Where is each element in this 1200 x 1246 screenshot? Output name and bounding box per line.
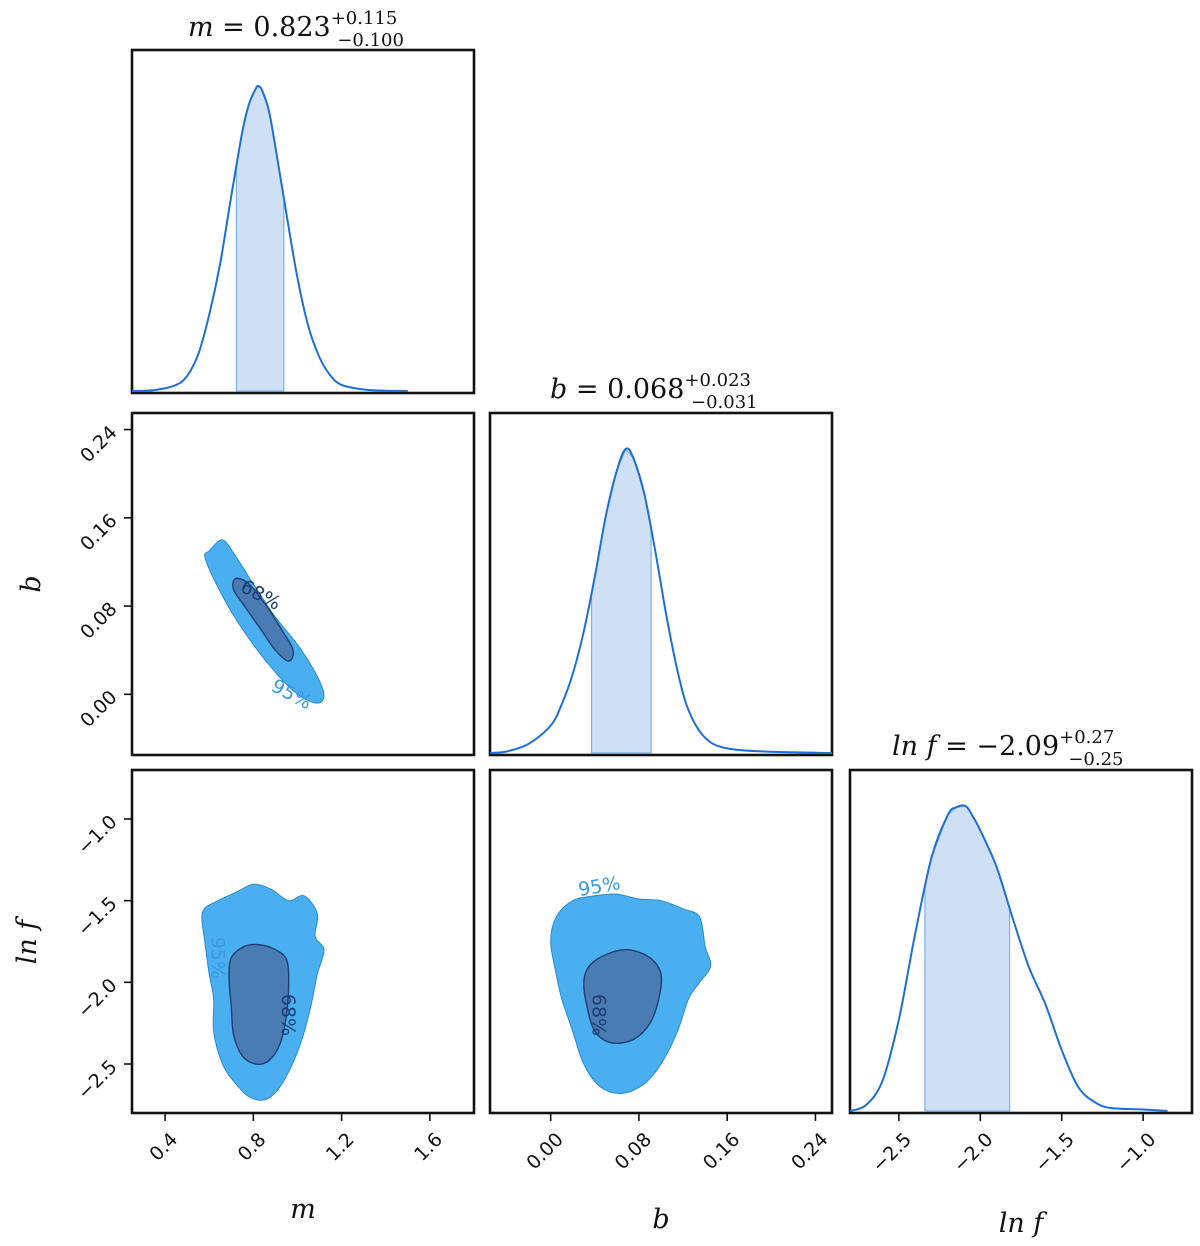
m-lnf-contour-68: [228, 943, 290, 1065]
panel-m-b-joint: [130, 411, 476, 757]
b-lnf-contour-68: [583, 948, 663, 1044]
title-b-minus: −0.031: [691, 392, 758, 413]
title-m: m = 0.823+0.115 −0.100: [188, 8, 404, 51]
b-credible-interval: [590, 449, 652, 754]
x-axis-label-m: m: [290, 1194, 316, 1225]
x-axis-label-b: b: [652, 1204, 669, 1235]
title-m-minus: −0.100: [337, 30, 404, 51]
y-tick-label-lnf: −1.5: [73, 893, 121, 941]
m-credible-interval: [235, 85, 285, 392]
title-lnf: ln f = −2.09+0.27 −0.25: [892, 727, 1123, 770]
title-lnf-plus: +0.27: [1059, 727, 1114, 748]
m-lnf-label-95: 95%: [206, 937, 228, 979]
title-m-prefix: m =: [188, 12, 253, 43]
y-tick-label-b: 0.24: [76, 422, 121, 467]
x-tick-label-b: 0.16: [699, 1129, 744, 1174]
m-b-contour-68: [232, 577, 295, 662]
x-tick-label-lnf: −2.5: [868, 1129, 916, 1177]
m-density-line: [131, 84, 408, 392]
m-b-contours: 95%68%: [204, 539, 325, 714]
lnf-marginal-curve: [849, 804, 1168, 1112]
title-lnf-prefix: ln f =: [892, 731, 976, 762]
title-b-value: 0.068: [607, 374, 684, 405]
lnf-density-line: [849, 804, 1168, 1112]
title-lnf-minus: −0.25: [1068, 749, 1123, 770]
panel-m-marginal: [130, 48, 476, 395]
panel-b-marginal: [488, 411, 834, 757]
x-tick-label-lnf: −1.0: [1112, 1129, 1160, 1177]
x-tick-label-m: 0.8: [234, 1129, 271, 1166]
title-b: b = 0.068+0.023 −0.031: [550, 370, 758, 413]
x-axis-label-lnf: ln f: [999, 1208, 1048, 1239]
y-axis-label-lnf: ln f: [12, 916, 43, 965]
x-tick-label-lnf: −2.0: [949, 1129, 997, 1177]
y-tick-label-b: 0.08: [76, 598, 121, 643]
y-axis-label-b: b: [16, 575, 47, 592]
title-m-plus: +0.115: [331, 8, 398, 29]
title-lnf-value: −2.09: [976, 731, 1059, 762]
b-lnf-label-68: 68%: [588, 994, 610, 1036]
b-lnf-contours: 95%68%: [550, 872, 712, 1094]
x-tick-label-b: 0.24: [787, 1129, 832, 1174]
x-tick-label-lnf: −1.5: [1031, 1129, 1079, 1177]
y-tick-label-lnf: −2.5: [73, 1056, 121, 1104]
x-tick-label-m: 1.2: [322, 1129, 359, 1166]
b-marginal-curve: [489, 447, 833, 754]
x-tick-label-b: 0.00: [522, 1129, 567, 1174]
b-density-line: [489, 447, 833, 754]
m-marginal-curve: [131, 84, 408, 392]
m-lnf-label-68: 68%: [277, 994, 299, 1036]
title-m-value: 0.823: [253, 12, 330, 43]
x-tick-label-m: 1.6: [410, 1129, 447, 1166]
y-tick-label-lnf: −2.0: [73, 974, 121, 1022]
panel-m-lnf-joint: [130, 768, 476, 1115]
y-tick-label-b: 0.00: [76, 686, 121, 731]
lnf-credible-interval: [924, 805, 1011, 1112]
y-tick-label-lnf: −1.0: [73, 811, 121, 859]
panel-b-lnf-joint: [488, 768, 834, 1115]
panel-lnf-marginal: [848, 768, 1194, 1115]
x-tick-label-m: 0.4: [145, 1129, 182, 1166]
y-tick-label-b: 0.16: [76, 510, 121, 555]
m-lnf-contours: 95% 68%: [201, 883, 325, 1101]
title-b-plus: +0.023: [684, 370, 751, 391]
x-tick-label-b: 0.08: [611, 1129, 656, 1174]
title-b-prefix: b =: [550, 374, 607, 405]
